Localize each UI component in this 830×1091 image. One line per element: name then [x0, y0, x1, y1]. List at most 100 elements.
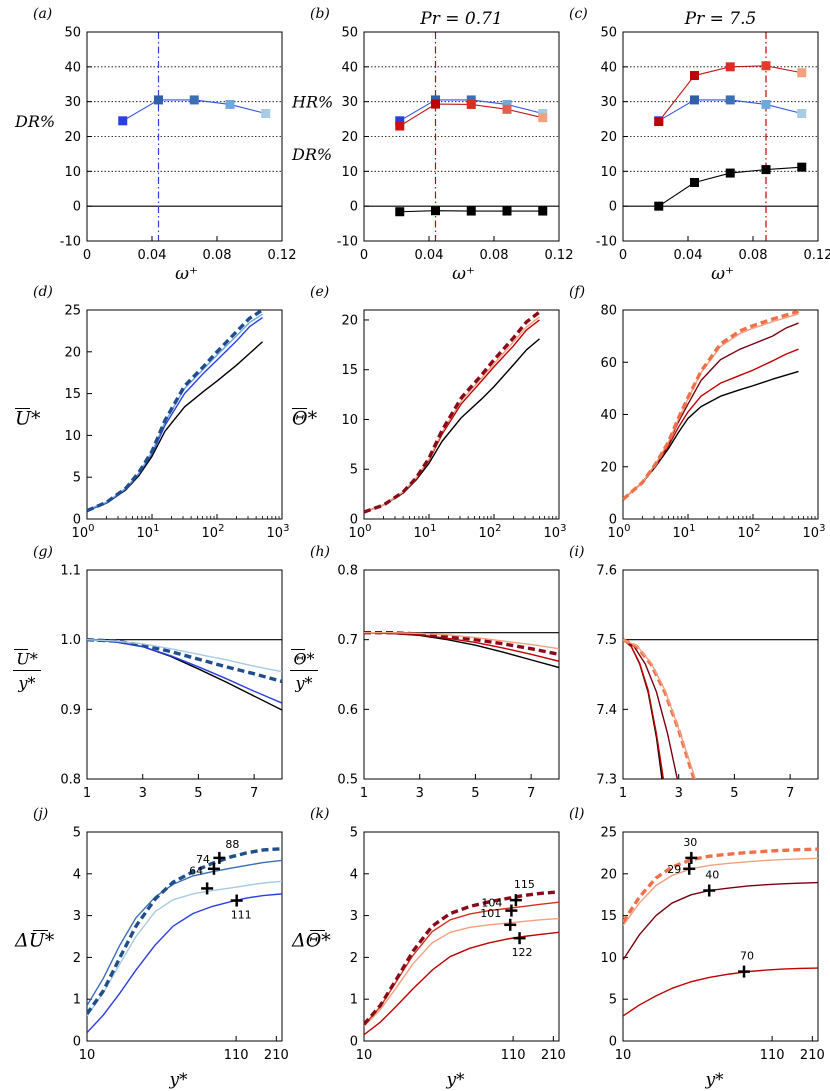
x-tick-base: 10	[267, 526, 284, 541]
data-point	[797, 109, 807, 119]
y-tick-label: 0	[350, 513, 358, 528]
panel-label: (l)	[569, 806, 584, 822]
peak-marker	[509, 894, 522, 907]
y-tick-label: 0.8	[337, 564, 358, 579]
data-point	[395, 121, 405, 131]
peak-label: 74	[196, 853, 210, 866]
peak-marker	[703, 884, 716, 897]
series-group	[87, 847, 282, 1034]
data-point	[797, 68, 807, 78]
peak-label: 30	[683, 836, 697, 849]
y-tick-label: 0	[73, 1035, 81, 1050]
series-line-uncontrolled	[87, 341, 263, 512]
series-line-omega3	[623, 639, 679, 779]
panel-label: (h)	[310, 544, 330, 560]
x-tick-base: 10	[479, 526, 496, 541]
y-tick-label: 10	[341, 165, 358, 180]
x-tick-label: 10	[79, 1048, 96, 1063]
x-tick-label: 10	[356, 1048, 373, 1063]
x-tick-label: 0.08	[480, 248, 509, 263]
x-tick-label: 102	[202, 523, 225, 541]
y-tick-label: 7.5	[596, 633, 617, 648]
data-point	[725, 168, 735, 178]
peak-marker	[513, 932, 526, 945]
y-tick-label: 1	[350, 993, 358, 1008]
series-line-optimal	[87, 847, 282, 1015]
series-line-HR	[658, 65, 802, 122]
panel-label: (c)	[569, 6, 588, 22]
panel-label: (i)	[569, 544, 584, 560]
panel-label: (a)	[33, 6, 52, 22]
x-tick-label: 1	[83, 786, 91, 801]
x-tick-label: 7	[250, 786, 258, 801]
y-tick-label: 20	[600, 867, 617, 882]
data-point	[538, 206, 548, 216]
y-tick-label: 5	[73, 471, 81, 486]
series-line-omega1	[623, 967, 818, 1017]
series-line-omega5	[364, 917, 559, 1027]
series-line-omega3	[623, 881, 818, 961]
x-tick-label: 210	[264, 1048, 289, 1063]
panel-h: 1 3 5 7 0.5 0.6 0.7 0.8 (h) Θ* y*	[290, 544, 560, 801]
series-line-omega5	[87, 638, 282, 673]
data-point	[502, 99, 512, 109]
y-tick-label: 50	[600, 26, 617, 41]
peak-marker	[685, 851, 698, 864]
y-axis-label: Θ*	[292, 408, 318, 430]
x-tick-label: 210	[800, 1048, 825, 1063]
x-tick-label: 0.04	[415, 248, 444, 263]
peak-label: 88	[225, 838, 239, 851]
series-line-omega1	[623, 639, 665, 779]
y-tick-label: 40	[600, 60, 617, 75]
y-tick-label: 3	[73, 909, 81, 924]
x-tick-label: 100	[608, 523, 631, 541]
panel-g: 1 3 5 7 0.8 0.9 1.0 1.1 (g) U* y*	[13, 544, 283, 801]
peak-label: 115	[514, 878, 535, 891]
series-line-omega1	[623, 348, 799, 500]
peak-label: 104	[481, 897, 502, 910]
y-tick-label: 0	[73, 513, 81, 528]
x-tick-label: 7	[527, 786, 535, 801]
x-tick-exponent: 2	[218, 523, 224, 534]
data-point	[761, 61, 771, 71]
y-tick-label: 1.1	[60, 564, 81, 579]
peak-label: 111	[231, 909, 252, 922]
x-tick-label: 101	[137, 523, 160, 541]
x-tick-exponent: 0	[624, 523, 630, 534]
x-tick-base: 10	[414, 526, 431, 541]
x-axis-label: y*	[704, 1070, 724, 1090]
y-tick-label: 2	[73, 951, 81, 966]
x-tick-label: 7	[786, 786, 794, 801]
series-line-omega3	[87, 313, 263, 511]
x-tick-label: 0.08	[203, 248, 232, 263]
series-line-optimal	[87, 310, 264, 513]
series-line-optimal	[87, 637, 282, 684]
x-tick-label: 3	[675, 786, 683, 801]
y-axis-label-numerator: U*	[16, 650, 37, 669]
x-tick-exponent: 3	[819, 523, 825, 534]
y-tick-label: 20	[64, 345, 81, 360]
y-axis-label-denominator: y*	[17, 674, 35, 693]
y-tick-label: 0	[350, 1035, 358, 1050]
panel-label: (b)	[310, 6, 330, 22]
y-tick-label: 5	[350, 463, 358, 478]
y-tick-label: 7.3	[596, 773, 617, 788]
y-tick-label: 4	[73, 867, 81, 882]
series-line-optimal	[623, 847, 818, 924]
x-tick-base: 10	[544, 526, 561, 541]
data-point	[225, 99, 235, 109]
y-tick-label: 5	[350, 826, 358, 841]
x-tick-base: 10	[738, 526, 755, 541]
x-tick-label: 103	[803, 523, 826, 541]
y-tick-label: 7.6	[596, 564, 617, 579]
peak-marker	[201, 882, 214, 895]
series-line-omega5	[364, 632, 559, 650]
x-tick-label: 5	[471, 786, 479, 801]
x-tick-label: 1	[360, 786, 368, 801]
peak-marker	[738, 965, 751, 978]
data-point	[725, 62, 735, 72]
y-tick-label: 10	[600, 165, 617, 180]
data-point	[395, 116, 405, 126]
